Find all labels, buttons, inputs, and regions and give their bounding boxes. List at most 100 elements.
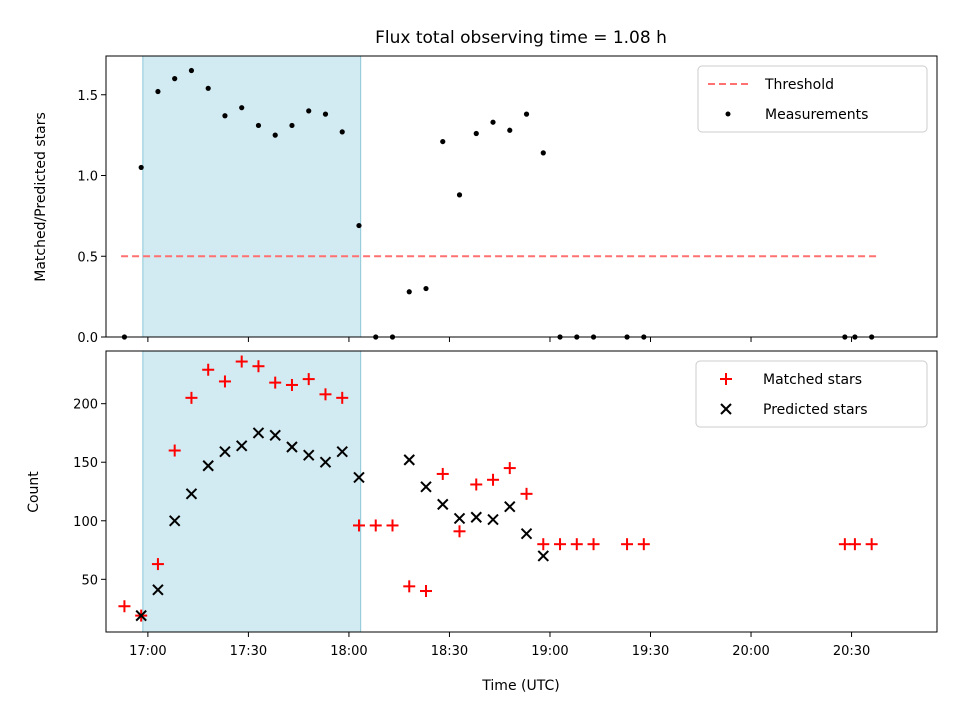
top-y-axis-label: Matched/Predicted stars [33,112,49,282]
matched-star-point [865,538,878,551]
bottom-x-tick-label: 20:00 [732,644,769,659]
predicted-star-point [269,429,281,442]
top-y-tick-label: 1.0 [77,170,98,185]
measurement-point [490,119,496,125]
predicted-star-point [453,512,466,525]
legend-matched-label: Matched stars [763,372,862,388]
predicted-star-point [219,445,231,458]
bottom-y-axis-label: Count [26,471,42,513]
measurement-point [172,76,178,82]
top-legend: Threshold Measurements [697,65,928,133]
measurement-point [205,85,211,91]
bottom-y-ticks: 50 100 150 200 [73,398,106,588]
matched-star-point [336,391,349,404]
predicted-star-point [403,454,415,466]
predicted-star-point [185,488,198,500]
predicted-star-point [236,440,248,452]
measurement-point [456,192,463,198]
bottom-axes-frame [105,350,938,633]
measurement-point [138,164,144,171]
measurement-point [322,111,329,117]
matched-star-point [503,462,516,475]
matched-star-point [151,558,164,571]
measurement-point [507,127,513,133]
predicted-star-point [319,456,332,468]
predicted-star-point [437,498,449,511]
bottom-x-tick-label: 20:30 [833,644,870,659]
bottom-x-ticks: 17:00 17:30 18:00 18:30 19:00 19:30 20:00 20:30 [129,632,870,659]
matched-star-point [537,538,550,551]
predicted-star-point [487,513,499,526]
predicted-star-point [135,609,147,622]
bottom-legend: Matched stars Predicted stars [695,360,928,428]
top-shaded-region [142,55,362,338]
predicted-star-point [353,471,365,484]
panel-bottom: 50 100 150 200 17:00 17:30 18:00 18:30 19:00 19:… [26,350,938,694]
matched-star-point [352,519,365,532]
measurement-point [473,130,479,137]
legend-predicted-label: Predicted stars [763,402,868,418]
predicted-star-point [286,441,298,453]
matched-star-point [570,538,583,551]
matched-star-point [319,388,332,401]
legend-predicted-swatch [720,403,732,415]
measurement-point [540,150,546,156]
measurement-point [222,113,228,119]
predicted-star-point [537,550,549,562]
predicted-star-point [336,445,348,458]
measurement-point [272,132,278,138]
legend-threshold-label: Threshold [764,77,834,93]
bottom-x-tick-label: 19:30 [632,644,669,659]
matched-star-point [420,585,433,598]
measurement-point [289,122,295,129]
matched-star-point [252,360,265,373]
matched-star-point [218,375,231,388]
measurement-point [306,108,312,114]
predicted-stars-points [135,427,549,622]
measurement-point [356,222,362,229]
matched-star-point [554,538,567,551]
panel-top: 0.0 0.5 1.0 1.5 Matched/Predicted stars Thr… [33,55,938,346]
chart-title: Flux total observing time = 1.08 h [375,28,667,48]
bottom-y-tick-label: 50 [81,573,98,588]
matched-star-point [637,538,650,551]
matched-star-point [403,580,416,593]
predicted-star-point [252,427,265,439]
bottom-y-tick-label: 200 [73,398,98,413]
predicted-star-point [504,501,516,513]
matched-star-point [285,378,298,391]
legend-measurements-swatch [725,111,731,117]
matched-star-point [453,525,466,538]
matched-star-point [848,538,861,551]
predicted-star-point [470,511,482,523]
top-y-tick-label: 0.5 [77,250,98,265]
bottom-x-tick-label: 17:00 [129,644,166,659]
top-shade-rect [142,55,362,338]
matched-star-point [838,538,851,551]
matched-star-point [369,519,382,532]
predicted-star-point [202,460,214,472]
bottom-x-tick-label: 17:30 [230,644,267,659]
matched-star-point [386,519,399,532]
matched-star-point [202,363,215,376]
top-x-ticks [147,337,853,342]
top-y-ticks: 0.0 0.5 1.0 1.5 [77,89,106,346]
predicted-star-point [303,449,315,461]
matched-star-point [118,600,131,613]
measurement-point [239,105,245,111]
top-legend-box [697,65,928,133]
bottom-x-tick-label: 18:00 [330,644,367,659]
bottom-x-tick-label: 19:00 [531,644,568,659]
top-y-tick-label: 1.5 [77,89,98,104]
predicted-star-point [152,584,164,596]
matched-star-point [235,355,248,368]
measurement-point [188,67,195,74]
measurement-point [339,129,345,135]
measurement-point [440,138,446,145]
measurement-point [155,88,161,95]
measurement-point [406,289,412,295]
bottom-legend-box [695,360,928,428]
matched-star-point [185,391,198,404]
bottom-y-tick-label: 150 [73,456,98,471]
